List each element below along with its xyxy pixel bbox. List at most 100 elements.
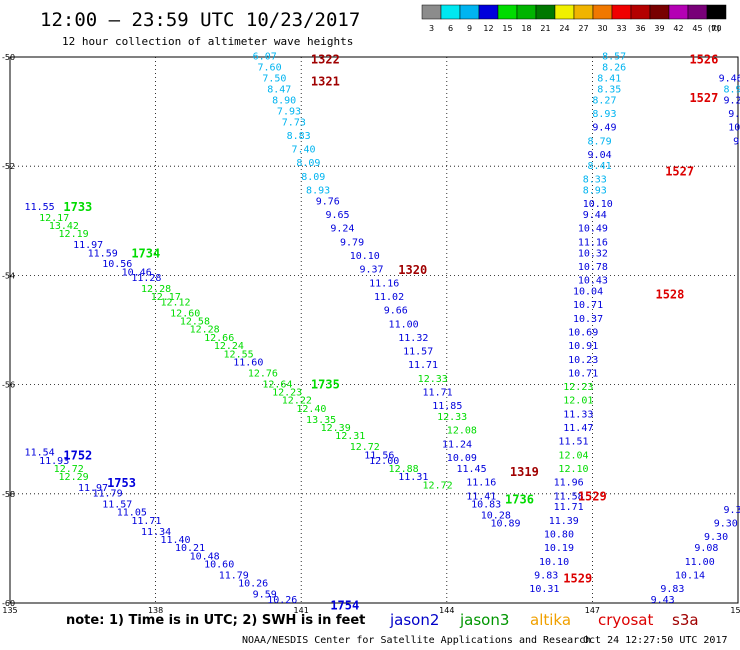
y-tick-label: -56 bbox=[2, 381, 15, 390]
colorbar-label: 3 bbox=[429, 24, 434, 33]
legend-s3a: s3a bbox=[672, 611, 699, 629]
wave-height-label: 13.35 bbox=[306, 415, 336, 426]
colorbar-swatch bbox=[611, 4, 632, 20]
track-time-label: 1529 bbox=[578, 490, 607, 504]
legend-jason3: jason3 bbox=[459, 611, 509, 629]
y-tick-label: -60 bbox=[2, 599, 15, 608]
wave-height-label: 9.46 bbox=[719, 74, 740, 85]
wave-height-label: 12.00 bbox=[369, 456, 399, 467]
wave-height-label: 9.30 bbox=[704, 532, 728, 543]
wave-height-label: 11.96 bbox=[554, 478, 584, 489]
colorbar-legend: 3 6 9 12 15 18 21 24 27 30 33 36 39 42 45 70 bbox=[421, 4, 727, 33]
wave-height-label: 10.23 bbox=[568, 355, 598, 366]
chart-title: 12:00 – 23:59 UTC 10/23/2017 bbox=[40, 9, 360, 31]
colorbar-label: 30 bbox=[597, 24, 607, 33]
track-time-label: 1527 bbox=[689, 91, 718, 105]
colorbar-label: 27 bbox=[578, 24, 588, 33]
track-time-label: 1735 bbox=[311, 378, 340, 392]
wave-height-label: 9.70 bbox=[728, 109, 740, 120]
wave-height-label: 12.22 bbox=[282, 396, 312, 407]
colorbar-label: 9 bbox=[467, 24, 472, 33]
wave-height-label: 12.28 bbox=[141, 284, 171, 295]
wave-height-label: 11.16 bbox=[578, 237, 608, 248]
wave-height-label: 8.09 bbox=[301, 172, 325, 183]
wave-height-label: 11.16 bbox=[369, 278, 399, 289]
track-time-label: 1733 bbox=[63, 200, 92, 214]
wave-height-label: 12.64 bbox=[262, 379, 292, 390]
track-time-label: 1321 bbox=[311, 75, 340, 89]
wave-height-label: 10.32 bbox=[578, 248, 608, 259]
track-time-label: 1754 bbox=[330, 599, 359, 613]
wave-height-label: 9.79 bbox=[340, 237, 364, 248]
colorbar-label: 12 bbox=[483, 24, 493, 33]
colorbar-swatch bbox=[668, 4, 689, 20]
wave-height-label: 11.79 bbox=[219, 570, 249, 581]
wave-height-label: 8.90 bbox=[723, 84, 740, 95]
wave-height-label: 11.31 bbox=[398, 472, 428, 483]
wave-height-label: 11.58 bbox=[554, 491, 584, 502]
wave-height-label: 10.89 bbox=[490, 519, 520, 530]
colorbar-swatch bbox=[459, 4, 480, 20]
wave-height-label: 12.28 bbox=[190, 325, 220, 336]
wave-height-label: 8.35 bbox=[597, 84, 621, 95]
wave-height-label: 10.80 bbox=[544, 529, 574, 540]
wave-height-label: 7.73 bbox=[282, 117, 306, 128]
wave-height-label: 10.04 bbox=[573, 287, 603, 298]
wave-height-label: 11.16 bbox=[466, 478, 496, 489]
colorbar-swatch bbox=[573, 4, 594, 20]
wave-height-label: 11.85 bbox=[432, 401, 462, 412]
wave-height-label: 11.45 bbox=[457, 464, 487, 475]
footer-timestamp: Oct 24 12:27:50 UTC 2017 bbox=[583, 635, 728, 646]
wave-height-label: 8.41 bbox=[588, 161, 612, 172]
wave-height-label: 10.69 bbox=[568, 327, 598, 338]
wave-height-label: 9.59 bbox=[253, 590, 277, 601]
legend-altika: altika bbox=[530, 611, 571, 629]
wave-height-label: 9.49 bbox=[592, 123, 616, 134]
colorbar-label: 24 bbox=[559, 24, 569, 33]
wave-height-label: 11.33 bbox=[563, 409, 593, 420]
wave-height-label: 12.17 bbox=[151, 292, 181, 303]
colorbar-swatch bbox=[516, 4, 537, 20]
wave-height-label: 11.57 bbox=[102, 499, 132, 510]
wave-height-label: 11.41 bbox=[466, 491, 496, 502]
wave-height-label: 10.21 bbox=[175, 543, 205, 554]
wave-height-marks: 11.5512.1713.4212.1911.9711.5910.5610.46… bbox=[25, 52, 740, 613]
track-time-label: 1527 bbox=[665, 165, 694, 179]
wave-height-label: 11.32 bbox=[398, 333, 428, 344]
chart-note: note: 1) Time is in UTC; 2) SWH is in fe… bbox=[66, 613, 365, 628]
colorbar-swatch bbox=[478, 4, 499, 20]
wave-height-label: 12.39 bbox=[321, 423, 351, 434]
wave-height-label: 12.10 bbox=[558, 464, 588, 475]
y-tick-label: -52 bbox=[2, 162, 15, 171]
wave-height-label: 10.43 bbox=[578, 276, 608, 287]
wave-height-label: 9.83 bbox=[660, 584, 684, 595]
wave-height-label: 10.78 bbox=[578, 262, 608, 273]
chart-grid bbox=[9, 56, 739, 604]
wave-height-label: 7.93 bbox=[277, 106, 301, 117]
wave-height-label: 8.93 bbox=[592, 109, 616, 120]
wave-height-label: 10.91 bbox=[568, 341, 598, 352]
wave-height-label: 11.71 bbox=[554, 502, 584, 513]
wave-height-label: 10.31 bbox=[529, 584, 559, 595]
wave-height-label: 12.72 bbox=[350, 442, 380, 453]
wave-height-label: 7.50 bbox=[262, 74, 286, 85]
wave-height-label: 10.28 bbox=[728, 123, 740, 134]
wave-height-label: 12.23 bbox=[563, 382, 593, 393]
wave-height-label: 11.24 bbox=[442, 439, 472, 450]
wave-height-label: 10.26 bbox=[267, 595, 297, 606]
wave-height-label: 12.24 bbox=[214, 341, 244, 352]
wave-height-label: 10.49 bbox=[578, 224, 608, 235]
y-tick-label: -58 bbox=[2, 490, 15, 499]
wave-height-label: 9.30 bbox=[714, 519, 738, 530]
wave-height-label: 10.71 bbox=[568, 368, 598, 379]
wave-height-label: 12.23 bbox=[272, 388, 302, 399]
wave-height-label: 11.40 bbox=[160, 535, 190, 546]
y-axis-ticks: -50 -52 -54 -56 -58 -60 bbox=[2, 53, 15, 608]
wave-height-label: 12.31 bbox=[335, 431, 365, 442]
colorbar-label: 18 bbox=[521, 24, 531, 33]
wave-height-label: 12.19 bbox=[59, 229, 89, 240]
x-tick-label: 144 bbox=[439, 606, 454, 615]
colorbar-swatch bbox=[497, 4, 518, 20]
wave-height-label: 9.08 bbox=[694, 543, 718, 554]
wave-height-label: 13.42 bbox=[49, 221, 79, 232]
